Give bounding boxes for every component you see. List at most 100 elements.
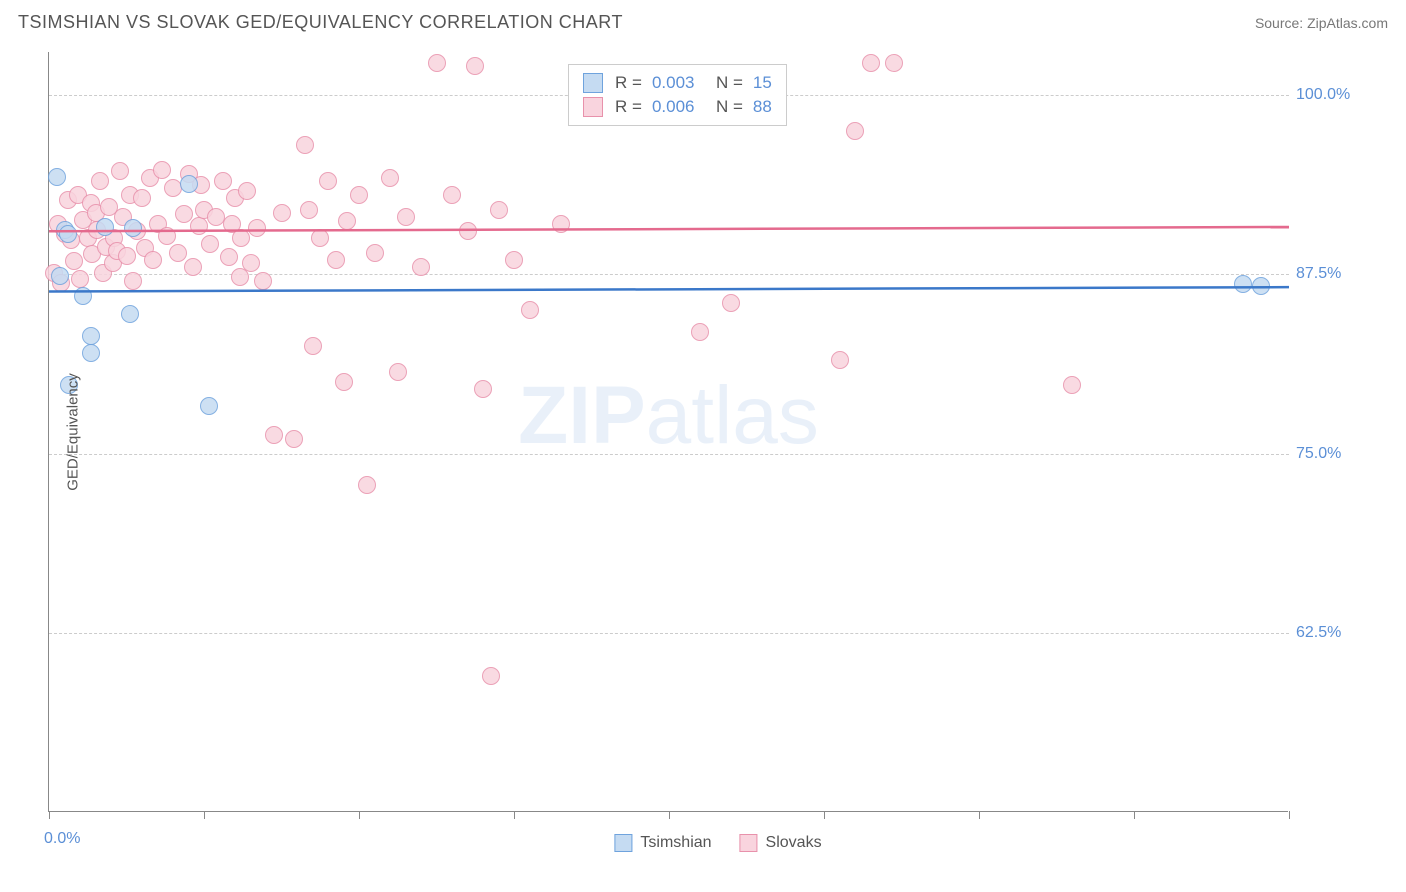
scatter-point xyxy=(691,323,709,341)
plot-area: ZIPatlas xyxy=(48,52,1288,812)
scatter-point xyxy=(285,430,303,448)
scatter-point xyxy=(153,161,171,179)
legend-r-label: R = xyxy=(615,97,642,117)
legend-n-label: N = xyxy=(716,73,743,93)
scatter-point xyxy=(366,244,384,262)
scatter-point xyxy=(319,172,337,190)
legend-r-value: 0.006 xyxy=(652,97,700,117)
scatter-point xyxy=(1063,376,1081,394)
scatter-point xyxy=(238,182,256,200)
trend-line xyxy=(49,287,1289,291)
y-tick-label: 62.5% xyxy=(1296,624,1341,642)
scatter-point xyxy=(124,272,142,290)
scatter-point xyxy=(51,267,69,285)
scatter-point xyxy=(300,201,318,219)
trend-lines xyxy=(49,52,1289,812)
scatter-point xyxy=(82,327,100,345)
chart-container: ZIPatlas GED/Equivalency 0.0% 80.0% R =0… xyxy=(48,52,1388,812)
x-axis-min-label: 0.0% xyxy=(44,830,80,848)
scatter-point xyxy=(59,225,77,243)
scatter-point xyxy=(231,268,249,286)
legend-series-item: Slovaks xyxy=(740,834,822,852)
scatter-point xyxy=(96,218,114,236)
scatter-point xyxy=(254,272,272,290)
y-tick-label: 87.5% xyxy=(1296,265,1341,283)
scatter-point xyxy=(311,229,329,247)
x-tick xyxy=(979,811,980,819)
scatter-point xyxy=(200,397,218,415)
legend-n-value: 15 xyxy=(753,73,772,93)
scatter-point xyxy=(304,337,322,355)
legend-series: Tsimshian Slovaks xyxy=(614,834,821,852)
x-tick xyxy=(669,811,670,819)
scatter-point xyxy=(327,251,345,269)
legend-series-label: Slovaks xyxy=(766,834,822,852)
scatter-point xyxy=(482,667,500,685)
scatter-point xyxy=(74,287,92,305)
x-tick xyxy=(1289,811,1290,819)
scatter-point xyxy=(265,426,283,444)
scatter-point xyxy=(831,351,849,369)
scatter-point xyxy=(722,294,740,312)
scatter-point xyxy=(190,217,208,235)
scatter-point xyxy=(885,54,903,72)
scatter-point xyxy=(474,380,492,398)
y-tick-label: 100.0% xyxy=(1296,86,1350,104)
legend-correlation-row: R = 0.003 N = 15 xyxy=(583,71,772,95)
x-tick xyxy=(49,811,50,819)
scatter-point xyxy=(144,251,162,269)
scatter-point xyxy=(1234,275,1252,293)
legend-n-value: 88 xyxy=(753,97,772,117)
gridline xyxy=(49,454,1289,455)
scatter-point xyxy=(552,215,570,233)
y-axis-title: GED/Equivalency xyxy=(64,373,81,491)
x-tick xyxy=(514,811,515,819)
scatter-point xyxy=(91,172,109,190)
scatter-point xyxy=(48,168,66,186)
scatter-point xyxy=(412,258,430,276)
scatter-point xyxy=(175,205,193,223)
scatter-point xyxy=(428,54,446,72)
legend-correlation: R = 0.003 N = 15R = 0.006 N = 88 xyxy=(568,64,787,126)
scatter-point xyxy=(296,136,314,154)
scatter-point xyxy=(443,186,461,204)
scatter-point xyxy=(521,301,539,319)
scatter-point xyxy=(220,248,238,266)
scatter-point xyxy=(232,229,250,247)
scatter-point xyxy=(338,212,356,230)
x-tick xyxy=(1134,811,1135,819)
x-tick xyxy=(824,811,825,819)
scatter-point xyxy=(184,258,202,276)
gridline xyxy=(49,633,1289,634)
legend-correlation-row: R =0.006N =88 xyxy=(583,95,772,119)
scatter-point xyxy=(214,172,232,190)
scatter-point xyxy=(118,247,136,265)
scatter-point xyxy=(1252,277,1270,295)
scatter-point xyxy=(124,219,142,237)
legend-series-item: Tsimshian xyxy=(614,834,711,852)
chart-source: Source: ZipAtlas.com xyxy=(1255,15,1388,31)
legend-series-label: Tsimshian xyxy=(640,834,711,852)
legend-r-value: 0.003 xyxy=(652,73,700,93)
scatter-point xyxy=(71,270,89,288)
scatter-point xyxy=(133,189,151,207)
scatter-point xyxy=(248,219,266,237)
scatter-point xyxy=(158,227,176,245)
scatter-point xyxy=(335,373,353,391)
x-tick xyxy=(204,811,205,819)
scatter-point xyxy=(273,204,291,222)
chart-title: TSIMSHIAN VS SLOVAK GED/EQUIVALENCY CORR… xyxy=(18,12,623,33)
scatter-point xyxy=(169,244,187,262)
scatter-point xyxy=(381,169,399,187)
y-tick-label: 75.0% xyxy=(1296,445,1341,463)
chart-header: TSIMSHIAN VS SLOVAK GED/EQUIVALENCY CORR… xyxy=(0,0,1406,41)
scatter-point xyxy=(65,252,83,270)
watermark-bold: ZIP xyxy=(518,370,646,461)
legend-swatch xyxy=(614,834,632,852)
legend-r-label: R = xyxy=(615,73,642,93)
watermark-rest: atlas xyxy=(646,370,819,461)
scatter-point xyxy=(82,344,100,362)
scatter-point xyxy=(111,162,129,180)
legend-swatch xyxy=(583,97,603,117)
scatter-point xyxy=(846,122,864,140)
